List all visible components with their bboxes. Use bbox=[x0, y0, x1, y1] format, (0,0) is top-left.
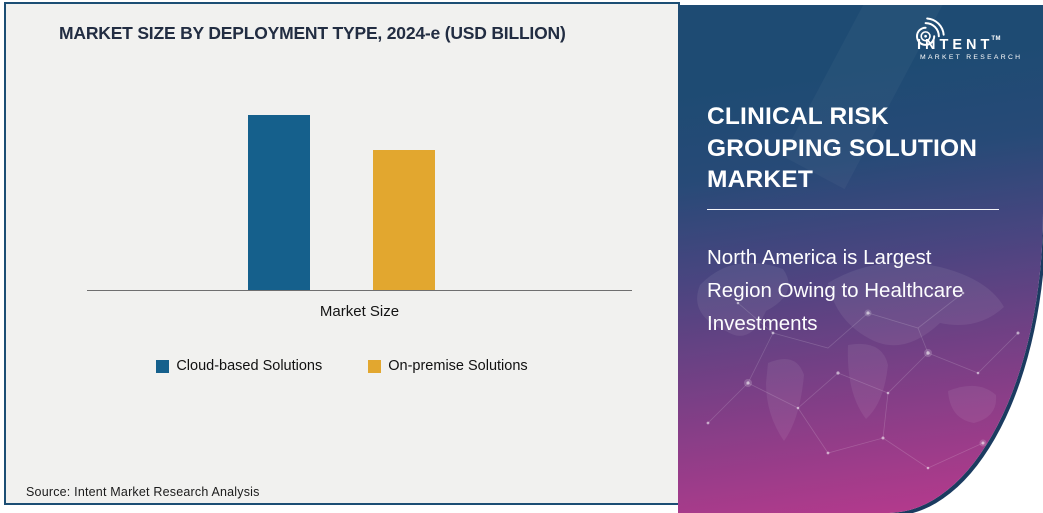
report-title-line: GROUPING SOLUTION bbox=[707, 134, 978, 162]
report-title-line: MARKET bbox=[707, 166, 813, 193]
key-insight-line: North America is Largest bbox=[707, 246, 932, 269]
logo-tagline: MARKET RESEARCH bbox=[920, 54, 1023, 61]
bar-cloud-based bbox=[248, 115, 310, 290]
chart-card: MARKET SIZE BY DEPLOYMENT TYPE, 2024-e (… bbox=[4, 2, 680, 505]
chart-title: MARKET SIZE BY DEPLOYMENT TYPE, 2024-e (… bbox=[59, 23, 566, 43]
divider-line bbox=[707, 209, 999, 210]
right-panel: INTENTTM MARKET RESEARCH CLINICAL RISK G… bbox=[678, 5, 1043, 513]
bar-chart-plot-area bbox=[87, 113, 632, 291]
source-note: Source: Intent Market Research Analysis bbox=[26, 485, 260, 499]
report-title-line: CLINICAL RISK bbox=[707, 103, 889, 130]
trademark-symbol: TM bbox=[991, 36, 1002, 42]
signal-waves-icon bbox=[916, 17, 945, 46]
key-insight-line: Region Owing to Healthcare bbox=[707, 279, 964, 302]
logo-brand-text: INTENT bbox=[917, 37, 994, 53]
legend-swatch-onpremise-icon bbox=[368, 360, 382, 373]
intent-logo: INTENTTM MARKET RESEARCH bbox=[909, 11, 1029, 61]
chart-legend: Cloud-based Solutions On-premise Solutio… bbox=[62, 358, 622, 374]
legend-swatch-cloud-icon bbox=[156, 360, 170, 373]
legend-item-on-premise: On-premise Solutions bbox=[368, 358, 528, 374]
bar-on-premise bbox=[373, 150, 435, 290]
legend-label-cloud: Cloud-based Solutions bbox=[176, 358, 323, 374]
report-title: CLINICAL RISK GROUPING SOLUTION MARKET bbox=[707, 101, 977, 196]
key-insight-text: North America is Largest Region Owing to… bbox=[707, 241, 963, 340]
key-insight-line: Investments bbox=[707, 312, 818, 335]
legend-item-cloud-based: Cloud-based Solutions bbox=[156, 358, 322, 374]
legend-label-onpremise: On-premise Solutions bbox=[388, 358, 528, 374]
x-axis-category-label: Market Size bbox=[319, 303, 400, 320]
